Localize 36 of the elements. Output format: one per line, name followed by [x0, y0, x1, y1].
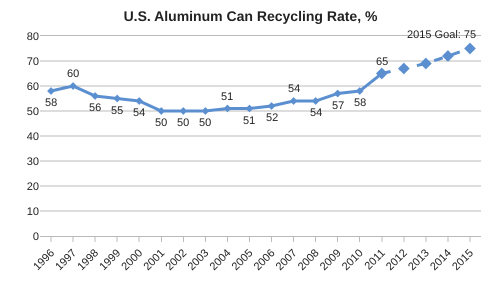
- data-label: 50: [199, 117, 212, 129]
- data-label: 55: [111, 105, 124, 117]
- point: [398, 62, 410, 74]
- y-tick-label: 30: [26, 156, 39, 168]
- data-label: 52: [266, 112, 278, 124]
- y-tick-label: 20: [26, 180, 39, 193]
- point: [135, 97, 144, 105]
- point: [47, 87, 55, 95]
- point: [69, 82, 77, 90]
- y-tick-label: 0: [32, 230, 39, 243]
- y-tick-label: 40: [26, 130, 39, 143]
- data-label: 58: [45, 97, 58, 109]
- chart-title: U.S. Aluminum Can Recycling Rate, %: [124, 8, 378, 24]
- y-tick-label: 50: [26, 106, 39, 118]
- y-tick-label: 10: [26, 206, 39, 218]
- data-label: 51: [243, 115, 256, 127]
- data-label: 65: [376, 56, 388, 68]
- data-label: 57: [332, 100, 344, 112]
- point: [268, 102, 276, 110]
- point: [442, 50, 454, 62]
- y-tick-label: 80: [26, 30, 39, 43]
- data-label: 58: [354, 97, 366, 109]
- data-label: 51: [221, 91, 234, 103]
- point: [420, 58, 432, 70]
- data-label: 54: [133, 107, 146, 119]
- point: [356, 87, 364, 95]
- y-tick-label: 70: [26, 56, 39, 68]
- data-label: 50: [155, 117, 168, 129]
- point: [464, 42, 476, 54]
- data-label: 60: [67, 68, 80, 80]
- data-label: 2015 Goal: 75: [407, 29, 476, 41]
- y-tick-label: 60: [26, 80, 39, 93]
- data-label: 54: [288, 83, 300, 95]
- data-label: 56: [89, 102, 102, 114]
- data-label: 54: [310, 107, 322, 119]
- data-label: 50: [177, 117, 190, 129]
